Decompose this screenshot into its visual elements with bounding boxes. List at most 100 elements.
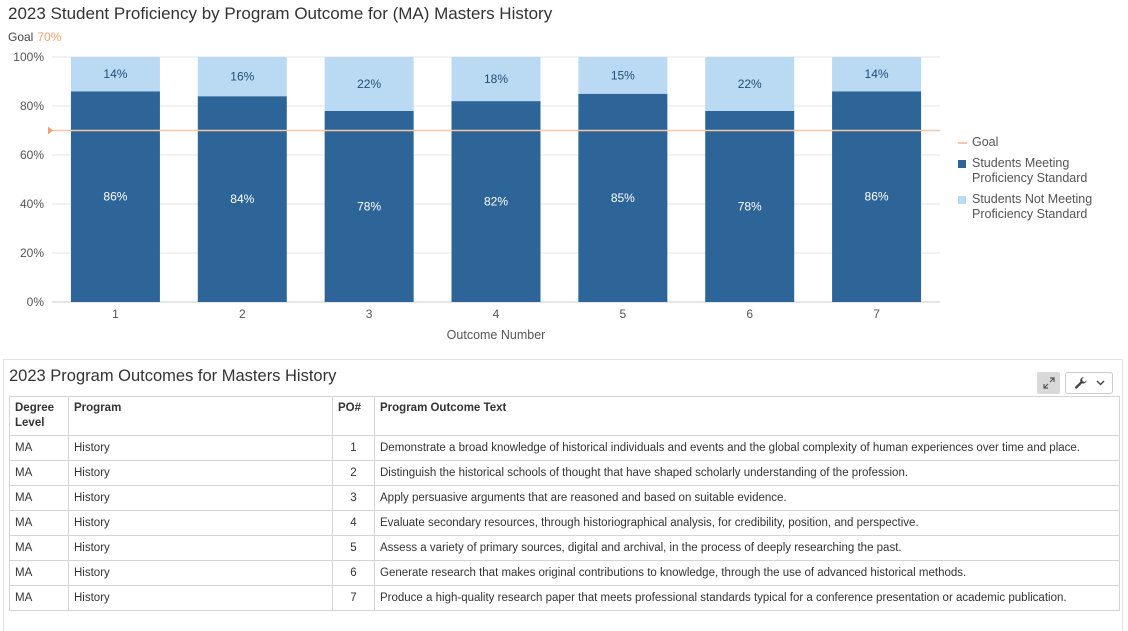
x-tick-label: 6 bbox=[746, 307, 753, 321]
y-tick-label: 20% bbox=[20, 246, 44, 260]
cell-outcome-text: Demonstrate a broad knowledge of histori… bbox=[374, 435, 1120, 461]
data-label-not-meeting: 18% bbox=[484, 72, 508, 86]
cell-po-number: 1 bbox=[332, 435, 375, 461]
legend-item-not-meeting[interactable]: Students Not Meeting Proficiency Standar… bbox=[958, 192, 1112, 222]
x-tick-label: 5 bbox=[620, 307, 627, 321]
table-row: MA History 2 Distinguish the historical sch… bbox=[9, 460, 1120, 486]
x-tick-label: 7 bbox=[873, 307, 880, 321]
data-label-meeting: 86% bbox=[865, 190, 889, 204]
chart-legend: Goal Students Meeting Proficiency Standa… bbox=[958, 135, 1112, 228]
y-tick-label: 80% bbox=[20, 99, 44, 113]
cell-program: History bbox=[68, 485, 333, 511]
cell-po-number: 6 bbox=[332, 560, 375, 586]
bar-meeting[interactable] bbox=[70, 91, 160, 302]
cell-po-number: 5 bbox=[332, 535, 375, 561]
bar-not-meeting[interactable] bbox=[832, 57, 922, 92]
bar-not-meeting[interactable] bbox=[197, 57, 287, 97]
table-panel-title: 2023 Program Outcomes for Masters Histor… bbox=[9, 367, 337, 385]
data-label-not-meeting: 14% bbox=[103, 67, 127, 81]
table-row: MA History 7 Produce a high-quality researc… bbox=[9, 585, 1120, 611]
legend-not-meeting-swatch bbox=[958, 196, 966, 204]
cell-program: History bbox=[68, 510, 333, 536]
legend-goal-label: Goal bbox=[972, 135, 999, 149]
cell-outcome-text: Evaluate secondary resources, through hi… bbox=[374, 510, 1120, 536]
legend-not-meeting-label: Students Not Meeting Proficiency Standar… bbox=[972, 192, 1093, 221]
data-label-not-meeting: 22% bbox=[738, 77, 762, 91]
header-po-number[interactable]: PO# bbox=[332, 396, 375, 436]
table-row: MA History 3 Apply persuasive arguments tha… bbox=[9, 485, 1120, 511]
bar-meeting[interactable] bbox=[578, 93, 668, 302]
cell-outcome-text: Produce a high-quality research paper th… bbox=[374, 585, 1120, 611]
goal-indicator: Goal 70% bbox=[8, 30, 61, 44]
bar-not-meeting[interactable] bbox=[324, 57, 414, 111]
cell-degree-level: MA bbox=[9, 560, 69, 586]
cell-program: History bbox=[68, 460, 333, 486]
cell-outcome-text: Assess a variety of primary sources, dig… bbox=[374, 535, 1120, 561]
x-tick-label: 2 bbox=[239, 307, 246, 321]
cell-degree-level: MA bbox=[9, 435, 69, 461]
data-label-not-meeting: 15% bbox=[611, 68, 635, 82]
legend-goal-line bbox=[958, 142, 967, 144]
cell-program: History bbox=[68, 560, 333, 586]
header-degree-level[interactable]: Degree Level bbox=[9, 396, 69, 436]
data-label-meeting: 84% bbox=[230, 192, 254, 206]
x-axis-title: Outcome Number bbox=[447, 328, 546, 342]
y-tick-label: 100% bbox=[13, 50, 44, 64]
data-label-meeting: 86% bbox=[103, 190, 127, 204]
cell-degree-level: MA bbox=[9, 535, 69, 561]
legend-meeting-label: Students Meeting Proficiency Standard bbox=[972, 156, 1088, 185]
data-label-meeting: 85% bbox=[611, 191, 635, 205]
cell-program: History bbox=[68, 535, 333, 561]
chart-title: 2023 Student Proficiency by Program Outc… bbox=[8, 4, 553, 23]
cell-outcome-text: Apply persuasive arguments that are reas… bbox=[374, 485, 1120, 511]
cell-outcome-text: Distinguish the historical schools of th… bbox=[374, 460, 1120, 486]
cell-degree-level: MA bbox=[9, 510, 69, 536]
proficiency-chart: 0% 20% 40% 60% 80% 100% 86% 14% 1 84% 16% 2 78% 22% 3 8… bbox=[13, 50, 940, 342]
bar-meeting[interactable] bbox=[705, 110, 795, 303]
program-outcomes-panel: 2023 Program Outcomes for Masters Histor… bbox=[3, 359, 1123, 631]
data-label-meeting: 78% bbox=[738, 199, 762, 213]
legend-item-meeting[interactable]: Students Meeting Proficiency Standard bbox=[958, 156, 1112, 186]
bar-not-meeting[interactable] bbox=[705, 57, 795, 111]
bar-not-meeting[interactable] bbox=[451, 57, 541, 102]
bar-meeting[interactable] bbox=[324, 110, 414, 303]
data-label-meeting: 78% bbox=[357, 199, 381, 213]
table-row: MA History 4 Evaluate secondary resources, … bbox=[9, 510, 1120, 536]
expand-button[interactable] bbox=[1037, 372, 1060, 394]
bar-not-meeting[interactable] bbox=[578, 57, 668, 94]
cell-degree-level: MA bbox=[9, 585, 69, 611]
cell-degree-level: MA bbox=[9, 485, 69, 511]
wrench-icon bbox=[1074, 377, 1086, 389]
legend-meeting-swatch bbox=[958, 160, 966, 168]
header-program[interactable]: Program bbox=[68, 396, 333, 436]
cell-program: History bbox=[68, 435, 333, 461]
bar-meeting[interactable] bbox=[832, 91, 922, 302]
cell-po-number: 2 bbox=[332, 460, 375, 486]
table-header-row: Degree Level Program PO# Program Outcome… bbox=[9, 396, 1120, 436]
goal-label: Goal bbox=[8, 30, 34, 44]
expand-arrows-icon bbox=[1042, 377, 1055, 389]
cell-program: History bbox=[68, 585, 333, 611]
bar-meeting[interactable] bbox=[451, 101, 541, 302]
goal-marker bbox=[48, 126, 53, 135]
data-label-not-meeting: 16% bbox=[230, 70, 254, 84]
x-tick-label: 1 bbox=[112, 307, 119, 321]
table-row: MA History 1 Demonstrate a broad knowledge … bbox=[9, 435, 1120, 461]
header-outcome-text[interactable]: Program Outcome Text bbox=[374, 396, 1120, 436]
cell-po-number: 3 bbox=[332, 485, 375, 511]
chevron-down-icon bbox=[1096, 380, 1104, 386]
cell-degree-level: MA bbox=[9, 460, 69, 486]
y-tick-label: 0% bbox=[27, 295, 45, 309]
cell-outcome-text: Generate research that makes original co… bbox=[374, 560, 1120, 586]
x-tick-label: 3 bbox=[366, 307, 373, 321]
legend-item-goal[interactable]: Goal bbox=[958, 135, 1112, 150]
data-label-not-meeting: 14% bbox=[865, 67, 889, 81]
data-label-meeting: 82% bbox=[484, 195, 508, 209]
goal-value: 70% bbox=[37, 30, 62, 44]
data-label-not-meeting: 22% bbox=[357, 77, 381, 91]
tools-dropdown-button[interactable] bbox=[1065, 372, 1113, 394]
program-outcomes-table: Degree Level Program PO# Program Outcome… bbox=[9, 396, 1120, 611]
table-row: MA History 6 Generate research that makes o… bbox=[9, 560, 1120, 586]
y-tick-label: 40% bbox=[20, 197, 44, 211]
bar-not-meeting[interactable] bbox=[70, 57, 160, 92]
